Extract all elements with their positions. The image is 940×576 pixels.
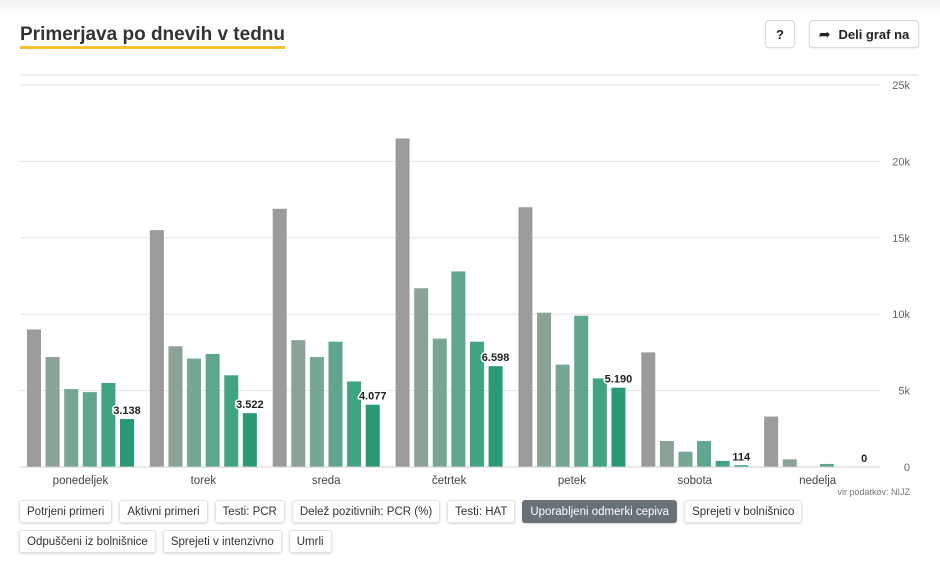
data-label: 114	[732, 451, 751, 463]
filter-chip[interactable]: Uporabljeni odmerki cepiva	[522, 500, 678, 523]
y-tick-label: 0	[904, 462, 910, 474]
filter-chip[interactable]: Delež pozitivnih: PCR (%)	[291, 500, 441, 523]
bar	[715, 460, 730, 467]
share-label: Deli graf na	[838, 26, 910, 42]
filter-chip[interactable]: Odpuščeni iz bolnišnice	[19, 530, 156, 553]
data-label: 4.077	[359, 391, 387, 403]
y-tick-label: 10k	[892, 309, 910, 321]
bar	[82, 392, 97, 467]
bar	[291, 340, 306, 467]
filter-chip[interactable]: Testi: PCR	[214, 500, 285, 523]
y-tick-label: 20k	[892, 156, 910, 168]
bar	[782, 459, 797, 467]
bar	[592, 378, 607, 467]
x-tick-label: torek	[191, 475, 217, 487]
data-label: 3.522	[236, 399, 264, 411]
top-shade	[0, 0, 940, 14]
bar	[27, 329, 41, 467]
filter-chip[interactable]: Testi: HAT	[447, 500, 516, 523]
bar	[205, 353, 220, 467]
bar	[678, 451, 693, 467]
bar-chart: 0 5k 10k 15k 20k 25k ponedeljek 3.138 torek 3.522…	[20, 74, 918, 487]
y-tick-label: 25k	[892, 80, 910, 92]
bar	[734, 465, 749, 467]
bar	[120, 419, 134, 467]
help-button[interactable]: ?	[765, 20, 795, 48]
bar	[537, 312, 552, 467]
data-label: 0	[861, 453, 867, 465]
x-tick-label: četrtek	[432, 475, 467, 487]
data-source: vir podatkov: NIJZ	[837, 487, 910, 497]
bar	[518, 207, 533, 468]
filter-chip[interactable]: Aktivni primeri	[119, 500, 208, 523]
bar	[272, 208, 287, 467]
bar	[659, 441, 674, 467]
share-button[interactable]: ➦ Deli graf na	[809, 20, 919, 48]
bar	[469, 341, 484, 467]
data-label: 6.598	[482, 352, 510, 364]
bar	[641, 352, 656, 467]
bar	[451, 271, 466, 467]
bar	[432, 338, 447, 467]
bar	[414, 288, 429, 467]
filter-chip[interactable]: Umrli	[288, 530, 332, 553]
bar	[64, 389, 79, 467]
bar	[764, 416, 779, 467]
x-tick-label: sobota	[678, 475, 713, 487]
filter-chip[interactable]: Sprejeti v intenzivno	[162, 530, 282, 553]
bar	[168, 346, 183, 467]
bar	[574, 315, 589, 467]
bar	[309, 356, 324, 467]
help-label: ?	[776, 26, 784, 42]
filter-chip[interactable]: Sprejeti v bolnišnico	[684, 500, 803, 523]
data-label: 5.190	[605, 374, 633, 386]
bar	[611, 387, 626, 467]
bar	[101, 382, 116, 467]
bar	[45, 356, 60, 467]
bar	[697, 441, 712, 467]
y-tick-label: 5k	[898, 386, 910, 398]
x-tick-label: nedelja	[799, 475, 837, 487]
bar	[819, 463, 834, 467]
chart-title: Primerjava po dnevih v tednu	[20, 24, 286, 49]
bar	[395, 138, 410, 467]
bar	[187, 358, 202, 467]
bar	[149, 230, 164, 467]
bar	[328, 341, 343, 467]
share-arrow-icon: ➦	[818, 26, 831, 42]
bar	[242, 413, 257, 467]
bar	[488, 366, 503, 467]
bar	[224, 375, 239, 467]
bar	[347, 381, 362, 467]
data-label: 3.138	[113, 405, 141, 417]
y-tick-label: 15k	[892, 233, 910, 245]
bar	[555, 364, 570, 467]
x-tick-label: petek	[558, 475, 586, 487]
x-tick-label: ponedeljek	[53, 475, 109, 487]
bar	[365, 404, 380, 467]
x-tick-label: sreda	[312, 475, 341, 487]
filter-chip[interactable]: Potrjeni primeri	[19, 500, 113, 523]
metric-filter-bar: Potrjeni primeri Aktivni primeri Testi: PC…	[19, 500, 899, 553]
